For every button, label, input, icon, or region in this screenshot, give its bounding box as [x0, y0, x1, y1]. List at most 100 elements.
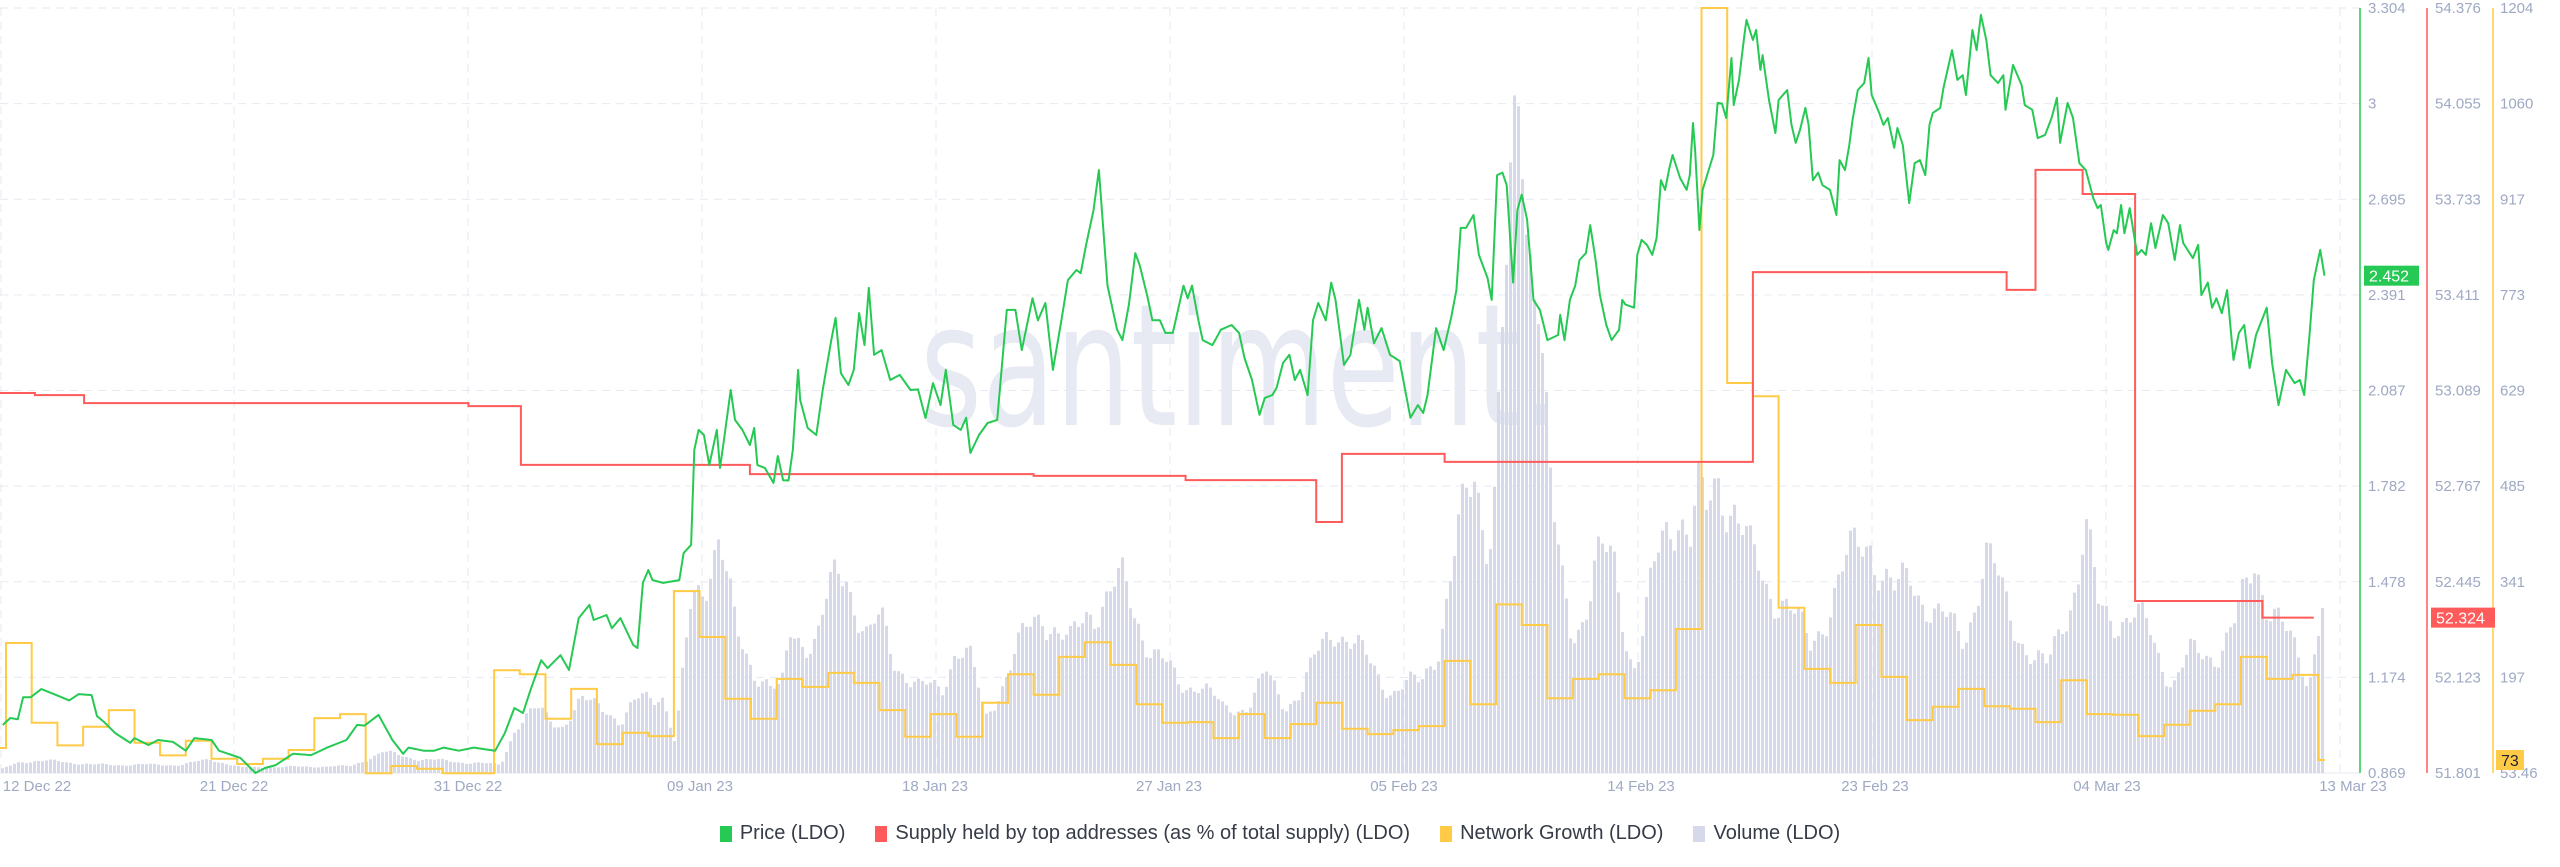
volume-bar	[333, 766, 336, 773]
legend-item-price[interactable]: Price (LDO)	[719, 822, 845, 845]
volume-bar	[309, 766, 312, 773]
volume-bar	[353, 764, 356, 773]
volume-bar	[1949, 612, 1952, 773]
legend-item-supply[interactable]: Supply held by top addresses (as % of to…	[875, 822, 1410, 845]
supply-axis-tick-label: 53.733	[2435, 191, 2481, 208]
volume-bar	[757, 686, 760, 773]
volume-bar	[1577, 629, 1580, 773]
volume-bar	[337, 765, 340, 773]
volume-bar	[1761, 580, 1764, 773]
volume-bar	[2277, 607, 2280, 773]
volume-bar	[2213, 666, 2216, 773]
volume-bar	[1, 768, 4, 773]
volume-bar	[1517, 106, 1520, 773]
volume-bar	[185, 763, 188, 773]
legend-item-volume[interactable]: Volume (LDO)	[1693, 822, 1840, 845]
volume-bar	[665, 711, 668, 773]
volume-bar	[1525, 234, 1528, 773]
volume-bar	[281, 767, 284, 773]
volume-bar	[1797, 607, 1800, 773]
volume-bar	[1829, 617, 1832, 773]
volume-bar	[1733, 504, 1736, 773]
volume-bar	[533, 708, 536, 773]
volume-bar	[821, 614, 824, 773]
volume-bar	[89, 764, 92, 773]
volume-bar	[2165, 686, 2168, 773]
volume-bar	[1665, 522, 1668, 773]
volume-bar	[341, 765, 344, 773]
volume-bar	[1785, 598, 1788, 773]
volume-bar	[1213, 695, 1216, 773]
volume-bar	[2193, 640, 2196, 773]
legend-item-network-growth[interactable]: Network Growth (LDO)	[1440, 822, 1663, 845]
volume-bar	[993, 710, 996, 773]
volume-bar	[1637, 661, 1640, 773]
volume-bar	[2205, 655, 2208, 773]
volume-bar	[361, 762, 364, 773]
volume-bar	[1061, 639, 1064, 773]
volume-bar	[1217, 699, 1220, 773]
price-axis-tick-label: 2.391	[2368, 287, 2406, 304]
volume-bar	[269, 767, 272, 773]
volume-bar	[53, 759, 56, 773]
volume-bar	[1521, 179, 1524, 773]
volume-bar	[753, 680, 756, 773]
volume-bar	[1873, 575, 1876, 773]
volume-bar	[9, 765, 12, 773]
volume-bar	[1769, 598, 1772, 773]
volume-bar	[653, 705, 656, 773]
volume-bar	[277, 767, 280, 773]
volume-bar	[41, 761, 44, 773]
volume-bar	[1649, 567, 1652, 773]
axes: 12 Dec 22 21 Dec 22 31 Dec 22 09 Jan 23 18 J…	[3, 0, 2538, 795]
volume-bar	[49, 759, 52, 773]
volume-bar	[1789, 610, 1792, 773]
volume-bar	[1753, 544, 1756, 773]
volume-bar	[65, 762, 68, 773]
volume-bar	[489, 762, 492, 773]
volume-bar	[2053, 636, 2056, 773]
volume-bar	[545, 712, 548, 773]
volume-bar	[181, 765, 184, 773]
volume-bar	[681, 667, 684, 773]
volume-bar	[2149, 635, 2152, 773]
volume-bar	[1869, 545, 1872, 773]
volume-bar	[1889, 577, 1892, 773]
volume-bar	[801, 646, 804, 773]
volume-bar	[1617, 592, 1620, 773]
volume-bar	[105, 764, 108, 773]
volume-bar	[81, 764, 84, 773]
volume-bar	[577, 698, 580, 773]
volume-bar	[1825, 636, 1828, 773]
price-axis-tick-label: 2.087	[2368, 383, 2406, 400]
volume-bar	[1817, 631, 1820, 773]
volume-bar	[241, 766, 244, 773]
volume-bar	[1821, 634, 1824, 773]
volume-bar	[1177, 684, 1180, 773]
volume-bar	[1909, 585, 1912, 773]
supply-axis-tick-label: 52.767	[2435, 478, 2481, 495]
volume-bar	[1549, 467, 1552, 773]
volume-bar	[1153, 649, 1156, 773]
volume-bar	[289, 765, 292, 773]
volume-bar	[2289, 630, 2292, 773]
volume-bar	[1741, 534, 1744, 773]
volume-bar	[1237, 711, 1240, 773]
volume-bar	[1133, 618, 1136, 773]
volume-bar	[2181, 667, 2184, 773]
volume-bar	[1673, 550, 1676, 773]
volume-bar	[949, 669, 952, 773]
volume-bar	[101, 763, 104, 773]
volume-bar	[393, 752, 396, 773]
volume-bar	[93, 764, 96, 773]
volume-bar	[2117, 636, 2120, 773]
volume-bar	[2245, 577, 2248, 773]
volume-bar	[1201, 688, 1204, 773]
volume-bar	[389, 750, 392, 773]
volume-bar	[557, 727, 560, 773]
volume-bar	[261, 767, 264, 773]
volume-bar	[585, 700, 588, 773]
volume-bar	[1677, 530, 1680, 773]
volume-bar	[145, 764, 148, 773]
